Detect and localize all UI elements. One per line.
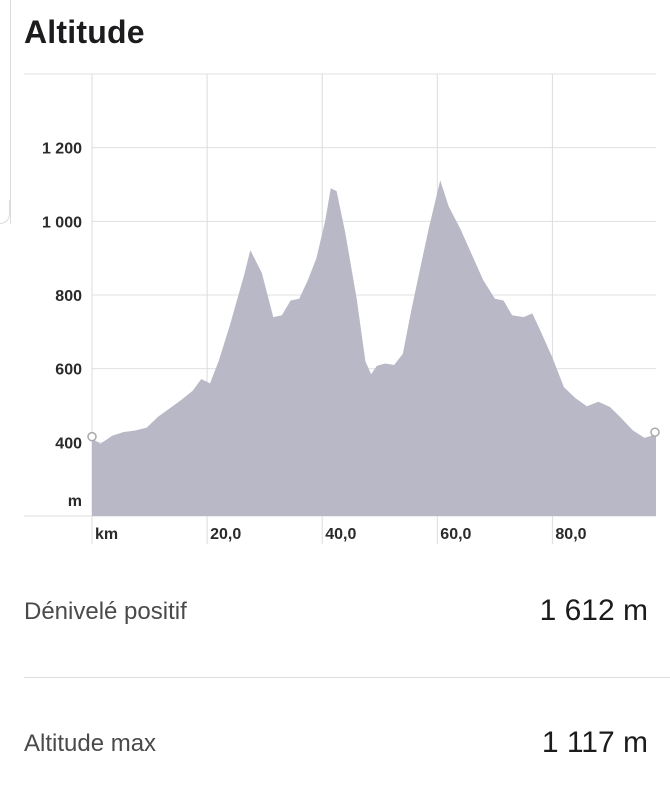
- x-axis-label: km: [95, 526, 118, 543]
- max-altitude-label: Altitude max: [24, 730, 157, 757]
- y-tick-label: 400: [55, 435, 82, 452]
- x-tick-label: 60,0: [440, 526, 471, 543]
- altitude-area: [92, 180, 656, 516]
- y-tick-label: 800: [55, 288, 82, 305]
- max-altitude-value: 1 117 m: [541, 726, 648, 759]
- end-point-marker: [650, 427, 660, 437]
- x-tick-label: 80,0: [555, 526, 586, 543]
- y-tick-label: 1 200: [42, 141, 82, 158]
- y-axis-ticks: 400 600 800 1 000 1 200: [42, 141, 82, 453]
- stats-divider: [24, 677, 670, 678]
- elevation-gain-value: 1 612 m: [539, 594, 648, 627]
- x-tick-label: 20,0: [210, 526, 241, 543]
- x-axis-ticks: 20,0 40,0 60,0 80,0: [210, 526, 587, 543]
- y-tick-label: 600: [55, 362, 82, 379]
- x-tick-label: 40,0: [325, 526, 356, 543]
- start-point-marker: [87, 431, 97, 442]
- card-edge: [10, 0, 11, 224]
- y-axis-label: m: [68, 493, 82, 510]
- y-tick-label: 1 000: [42, 214, 82, 231]
- page-title: Altitude: [24, 14, 145, 50]
- elevation-gain-label: Dénivelé positif: [24, 598, 187, 625]
